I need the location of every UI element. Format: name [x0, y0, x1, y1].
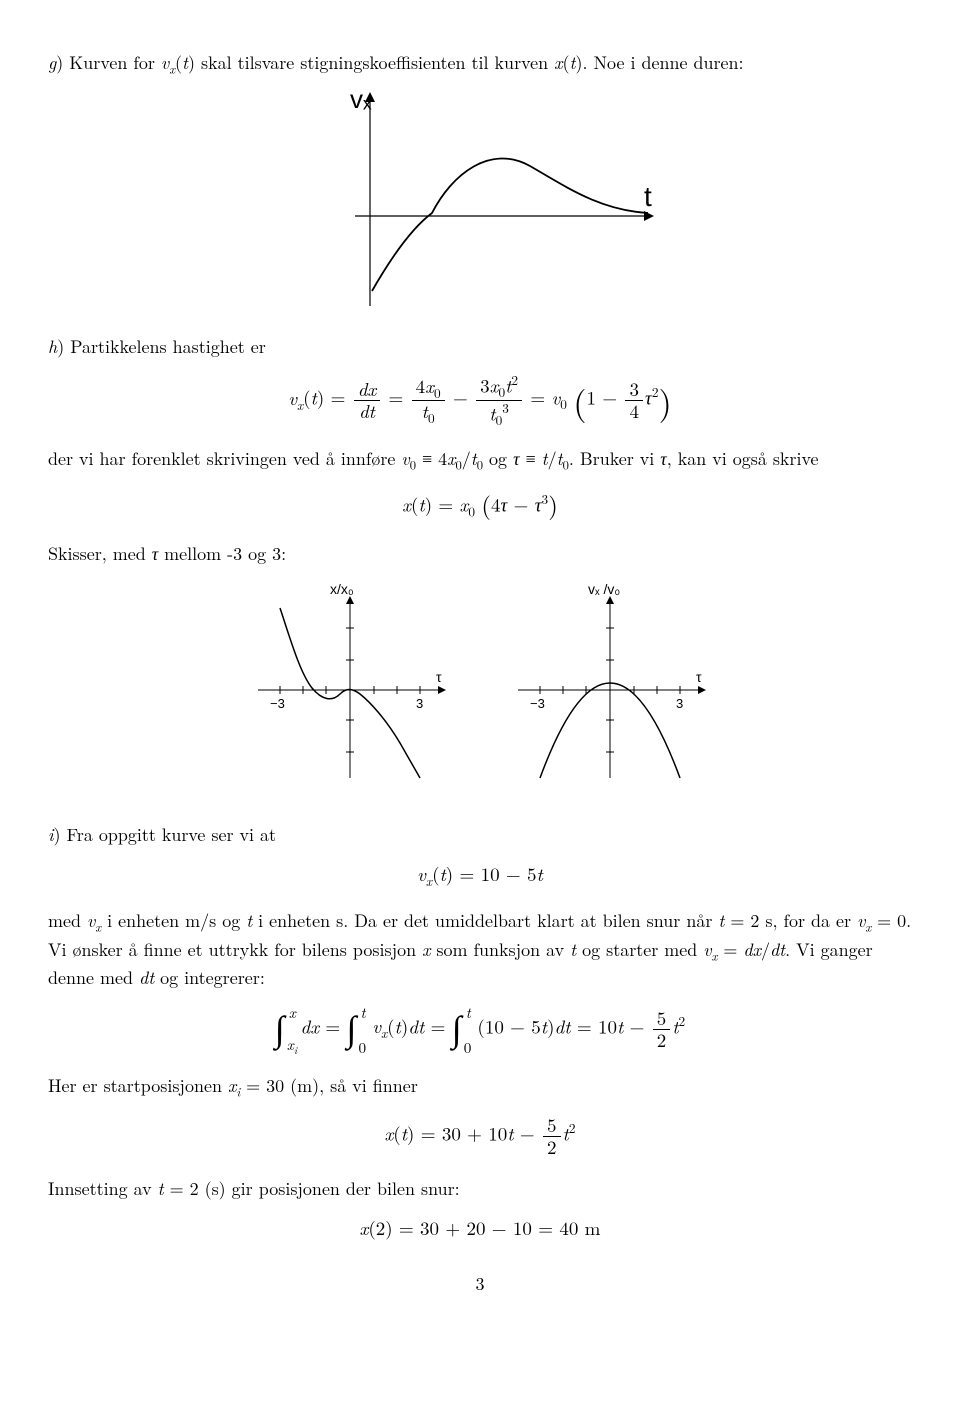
- figure-vx-curve: vₓ t: [300, 86, 660, 316]
- section-g-text: g) Kurven for vx(t) skal tilsvare stigni…: [48, 50, 912, 78]
- section-h-body1: der vi har forenklet skrivingen ved å in…: [48, 446, 912, 474]
- section-h-body2: Skisser, med τ mellom -3 og 3:: [48, 541, 912, 566]
- left-x-arrow: [438, 686, 446, 694]
- vx-curve: [372, 159, 648, 291]
- section-i-body2: Her er startposisjonen xi = 30 (m), så v…: [48, 1073, 912, 1101]
- left-tick-3: 3: [416, 696, 423, 711]
- section-i-intro: i) Fra oppgitt kurve ser vi at: [48, 822, 912, 847]
- figure-pair: x/x₀ −3 3 τ vₓ /v₀: [48, 578, 912, 788]
- right-xlabel: τ: [696, 669, 702, 685]
- right-x-arrow: [698, 686, 706, 694]
- eq-i-integral: ∫xxi dx = ∫t0 vx(t)dt = ∫t0 (10 − 5t)dt …: [48, 1004, 912, 1055]
- g-label: g) Kurven for vx(t) skal tilsvare stigni…: [48, 50, 744, 75]
- right-title: vₓ /v₀: [588, 581, 620, 597]
- figure-x-over-x0: x/x₀ −3 3 τ: [240, 578, 460, 788]
- eq-h-2: x(t) = x0 (4τ − τ3): [48, 488, 912, 523]
- right-tick-3: 3: [676, 696, 683, 711]
- section-h-intro: h) Partikkelens hastighet er: [48, 334, 912, 359]
- left-tick-neg3: −3: [270, 696, 285, 711]
- eq-h-1: vx(t) = dxdt = 4x0t0 − 3x0t2t03 = v0 (1 …: [48, 373, 912, 428]
- page-number: 3: [48, 1271, 912, 1296]
- eq-i-4: x(2) = 30 + 20 − 10 = 40 m: [48, 1215, 912, 1242]
- right-y-arrow: [606, 596, 614, 604]
- left-xlabel: τ: [436, 669, 442, 685]
- y-axis-label: vₓ: [350, 86, 372, 114]
- x-axis-label: t: [644, 181, 652, 212]
- eq-i-3: x(t) = 30 + 10t − 52t2: [48, 1115, 912, 1158]
- figure-vx-over-v0: vₓ /v₀ −3 3 τ: [500, 578, 720, 788]
- right-tick-neg3: −3: [530, 696, 545, 711]
- section-i-body3: Innsetting av t = 2 (s) gir posisjonen d…: [48, 1176, 912, 1201]
- section-i-body1: med vx i enheten m/s og t i enheten s. D…: [48, 908, 912, 990]
- eq-i-1: vx(t) = 10 − 5t: [48, 861, 912, 890]
- left-title: x/x₀: [330, 581, 354, 597]
- left-y-arrow: [346, 596, 354, 604]
